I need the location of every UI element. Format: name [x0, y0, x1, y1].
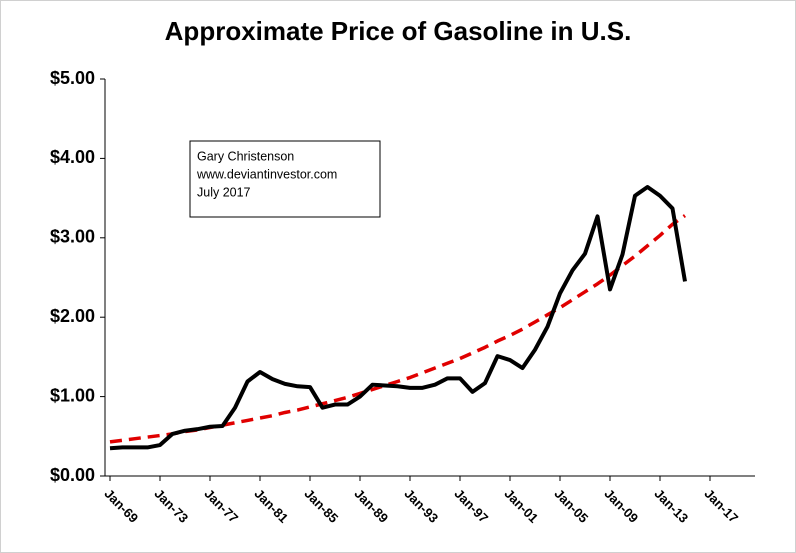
y-tick-label: $5.00: [50, 68, 95, 88]
y-tick-label: $2.00: [50, 306, 95, 326]
annotation: July 2017: [197, 185, 251, 199]
price-line: [109, 184, 687, 451]
y-tick-label: $3.00: [50, 227, 95, 247]
y-tick-label: $1.00: [50, 385, 95, 405]
y-tick-label: $4.00: [50, 147, 95, 167]
annotation-box: [189, 140, 381, 218]
annotation: www.deviantinvestor.com: [196, 167, 337, 181]
y-tick-label: $0.00: [50, 465, 95, 485]
chart-title: Approximate Price of Gasoline in U.S.: [165, 16, 632, 46]
annotation: Gary Christenson: [197, 149, 294, 163]
